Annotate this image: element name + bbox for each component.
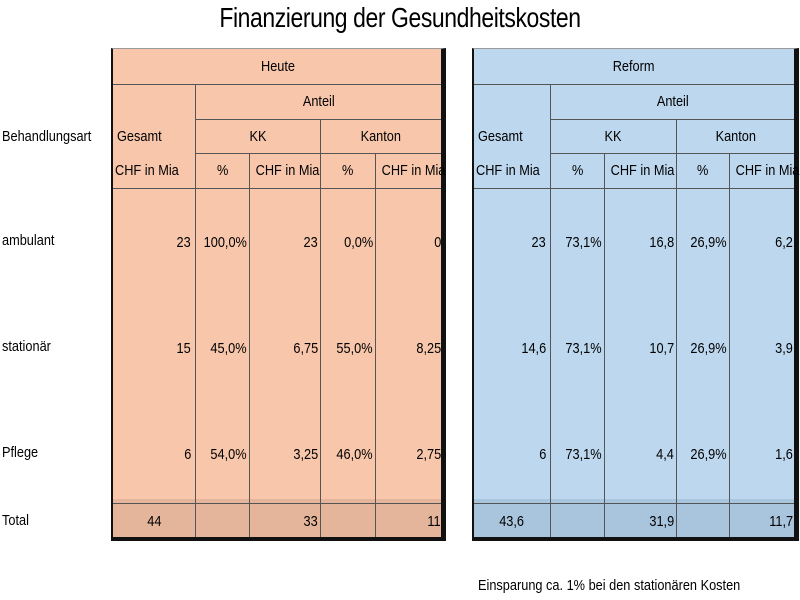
heute-total-gesamt: 44 (146, 513, 162, 530)
heute-ambulant-gesamt: 23 (176, 234, 191, 251)
reform-ambulant-kanton-pct: 26,9% (690, 234, 727, 251)
heute-header: Heute (260, 58, 296, 75)
reform-pflege-kanton-chf: 1,6 (775, 446, 793, 463)
reform-kanton-header: Kanton (715, 128, 756, 145)
reform-unit-kk-pct: % (571, 162, 584, 179)
row-header-label: Behandlungsart (2, 128, 92, 145)
page-title: Finanzierung der Gesundheitskosten (219, 2, 581, 33)
table-heute: Heute Anteil Gesamt KK Kanton CHF in Mia… (111, 48, 446, 541)
heute-total-kk-chf: 33 (303, 513, 318, 530)
heute-stationaer-kanton-chf: 8,25 (416, 340, 441, 357)
heute-stationaer-kk-pct: 45,0% (210, 340, 247, 357)
heute-ambulant-kanton-chf: 0 (433, 234, 441, 251)
heute-unit-kk-pct: % (216, 162, 229, 179)
total-row-bg (474, 499, 794, 537)
reform-total-kk-chf: 31,9 (649, 513, 674, 530)
reform-total-kanton-chf: 11,7 (769, 513, 793, 530)
heute-anteil-header: Anteil (302, 93, 335, 110)
reform-pflege-kk-chf: 4,4 (656, 446, 674, 463)
reform-unit-kanton-chf: CHF in Mia (735, 162, 800, 179)
heute-ambulant-kk-chf: 23 (303, 234, 318, 251)
heute-pflege-kanton-chf: 2,75 (416, 446, 441, 463)
reform-stationaer-kanton-pct: 26,9% (690, 340, 727, 357)
heute-ambulant-kk-pct: 100,0% (203, 234, 247, 251)
heute-pflege-kanton-pct: 46,0% (336, 446, 373, 463)
total-row-bg (113, 499, 441, 537)
reform-unit-gesamt: CHF in Mia (476, 162, 540, 179)
reform-kk-header: KK (604, 128, 622, 145)
reform-pflege-kk-pct: 73,1% (565, 446, 602, 463)
row-label-ambulant: ambulant (2, 232, 55, 249)
heute-stationaer-gesamt: 15 (176, 340, 191, 357)
row-label-stationaer: stationär (2, 338, 51, 355)
row-label-total: Total (2, 512, 29, 529)
reform-ambulant-kanton-chf: 6,2 (775, 234, 793, 251)
reform-stationaer-kanton-chf: 3,9 (775, 340, 793, 357)
heute-pflege-kk-pct: 54,0% (210, 446, 247, 463)
heute-stationaer-kanton-pct: 55,0% (336, 340, 373, 357)
reform-unit-kanton-pct: % (697, 162, 709, 179)
reform-total-gesamt: 43,6 (499, 513, 525, 530)
reform-ambulant-kk-pct: 73,1% (565, 234, 602, 251)
heute-stationaer-kk-chf: 6,75 (293, 340, 318, 357)
heute-ambulant-kanton-pct: 0,0% (343, 234, 373, 251)
reform-pflege-gesamt: 6 (538, 446, 546, 463)
reform-ambulant-gesamt: 23 (531, 234, 546, 251)
heute-total-kanton-chf: 11 (427, 513, 441, 530)
savings-note: Einsparung ca. 1% bei den stationären Ko… (478, 577, 741, 594)
heute-pflege-gesamt: 6 (183, 446, 191, 463)
reform-stationaer-kk-pct: 73,1% (565, 340, 602, 357)
reform-stationaer-gesamt: 14,6 (521, 340, 546, 357)
heute-unit-kk-chf: CHF in Mia (255, 162, 320, 179)
heute-unit-kanton-pct: % (342, 162, 354, 179)
reform-pflege-kanton-pct: 26,9% (690, 446, 727, 463)
heute-unit-gesamt: CHF in Mia (115, 162, 179, 179)
reform-header: Reform (613, 58, 655, 75)
reform-ambulant-kk-chf: 16,8 (649, 234, 674, 251)
reform-anteil-header: Anteil (656, 93, 689, 110)
reform-unit-kk-chf: CHF in Mia (610, 162, 675, 179)
heute-pflege-kk-chf: 3,25 (293, 446, 318, 463)
heute-unit-kanton-chf: CHF in Mia (381, 162, 446, 179)
reform-gesamt-header: Gesamt (478, 128, 523, 145)
heute-gesamt-header: Gesamt (117, 128, 162, 145)
heute-kanton-header: Kanton (360, 128, 402, 145)
reform-stationaer-kk-chf: 10,7 (649, 340, 674, 357)
table-reform: Reform Anteil Gesamt KK Kanton CHF in Mi… (472, 48, 799, 541)
heute-kk-header: KK (249, 128, 267, 145)
row-label-pflege: Pflege (2, 444, 39, 461)
